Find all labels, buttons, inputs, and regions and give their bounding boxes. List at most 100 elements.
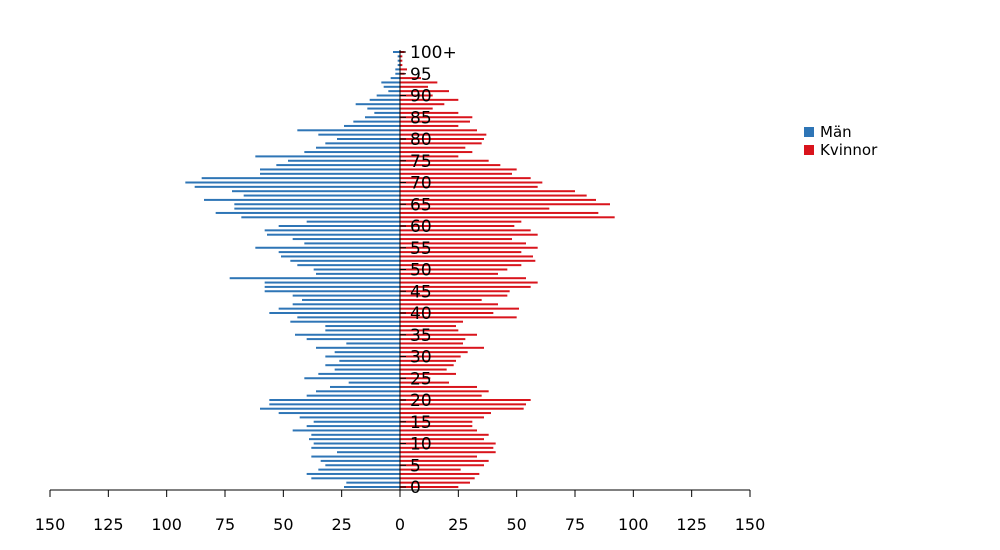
age-label-65: 65 (410, 195, 432, 215)
bar-men-age-24 (348, 381, 400, 384)
x-tick-label-7: 25 (448, 515, 468, 534)
bar-men-age-40 (269, 312, 400, 314)
x-tick-label-5: 25 (331, 515, 351, 534)
legend-swatch-women (804, 145, 814, 155)
bar-women-age-87 (400, 107, 433, 110)
bar-men-age-91 (388, 90, 400, 93)
bar-men-age-19 (269, 403, 400, 406)
bar-women-age-3 (400, 472, 480, 475)
bar-men-age-18 (260, 407, 400, 410)
bar-women-age-32 (400, 346, 484, 349)
bar-women-age-73 (400, 168, 517, 171)
bar-men-age-7 (311, 455, 400, 458)
x-tick-label-2: 100 (151, 515, 182, 534)
bar-men-age-96 (395, 68, 400, 71)
bar-men-age-54 (278, 251, 400, 254)
bar-men-age-20 (269, 399, 400, 401)
age-label-30: 30 (410, 348, 432, 368)
bar-women-age-31 (400, 351, 468, 354)
bar-men-age-60 (278, 225, 400, 227)
bar-men-age-94 (390, 77, 400, 80)
bar-women-age-93 (400, 81, 438, 84)
bar-men-age-82 (297, 129, 400, 132)
bar-men-age-74 (276, 164, 400, 167)
bar-men-age-37 (325, 325, 400, 328)
age-label-0: 0 (410, 478, 421, 498)
bar-women-age-94 (400, 77, 421, 80)
bar-women-age-39 (400, 316, 517, 319)
bar-women-age-1 (400, 481, 470, 484)
bar-women-age-13 (400, 429, 477, 432)
age-label-80: 80 (410, 130, 432, 150)
bar-men-age-69 (194, 185, 400, 188)
bar-women-age-57 (400, 238, 512, 241)
x-tick-label-11: 125 (676, 515, 707, 534)
age-label-20: 20 (410, 391, 432, 411)
bar-women-age-49 (400, 272, 498, 275)
bar-men-age-57 (292, 238, 400, 241)
bar-women-age-14 (400, 425, 473, 428)
bar-women-age-96 (400, 68, 407, 71)
x-axis: 150 125 100 75 50 25 0 25 50 75 100 125 150 (35, 489, 766, 534)
bar-men-age-11 (309, 438, 400, 441)
bar-women-age-55 (400, 246, 538, 249)
bar-women-age-28 (400, 364, 454, 367)
bar-women-age-10 (400, 442, 496, 445)
bar-men-age-43 (302, 298, 400, 301)
bar-men-age-72 (260, 172, 400, 175)
bar-men-age-39 (297, 316, 400, 319)
bar-women-age-68 (400, 190, 575, 193)
bar-men-age-78 (316, 146, 400, 149)
bar-men-age-53 (281, 255, 400, 258)
bar-men-age-56 (304, 242, 400, 245)
bar-men-age-77 (304, 151, 400, 154)
bar-women-age-11 (400, 438, 484, 441)
bar-women-age-50 (400, 268, 508, 271)
bar-men-age-36 (325, 329, 400, 332)
bar-women-age-0 (400, 486, 459, 488)
bar-men-age-64 (234, 207, 400, 210)
bar-men-age-65 (234, 203, 400, 206)
x-tick-label-12: 150 (735, 515, 766, 534)
bar-women-age-60 (400, 225, 515, 227)
bar-men-age-90 (376, 94, 400, 97)
bar-women-age-56 (400, 242, 526, 245)
age-label-70: 70 (410, 174, 432, 194)
bar-men-age-21 (306, 394, 400, 397)
age-label-25: 25 (410, 369, 432, 389)
bar-men-age-76 (255, 155, 400, 158)
bar-women-age-65 (400, 203, 610, 206)
x-tick-label-0: 150 (35, 515, 66, 534)
bar-women-age-22 (400, 390, 489, 393)
bar-women-age-72 (400, 172, 512, 175)
bar-men-age-12 (311, 433, 400, 436)
bar-men-age-34 (306, 338, 400, 341)
bar-women-age-58 (400, 233, 538, 236)
bar-women-age-75 (400, 159, 489, 162)
age-label-5: 5 (410, 456, 421, 476)
bar-men-age-0 (344, 486, 400, 488)
bar-women-age-69 (400, 185, 538, 188)
bar-women-age-45 (400, 290, 510, 293)
bar-men-age-55 (255, 246, 400, 249)
age-label-85: 85 (410, 108, 432, 128)
bar-men-age-81 (318, 133, 400, 136)
bar-men-age-15 (313, 420, 400, 423)
bar-women-age-23 (400, 385, 477, 388)
bar-men-age-32 (316, 346, 400, 349)
bar-men-age-4 (318, 468, 400, 471)
bar-women-age-71 (400, 177, 531, 180)
bar-men-age-5 (325, 464, 400, 467)
bar-women-age-42 (400, 303, 498, 306)
age-label-40: 40 (410, 304, 432, 324)
bar-men-age-8 (337, 451, 400, 454)
x-tick-label-3: 75 (215, 515, 235, 534)
bar-men-age-22 (316, 390, 400, 393)
bar-women-age-98 (400, 59, 403, 62)
bar-women-age-25 (400, 377, 431, 380)
bar-women-age-29 (400, 359, 456, 362)
bar-women-age-90 (400, 94, 433, 97)
bar-women-age-4 (400, 468, 461, 471)
age-label-45: 45 (410, 282, 432, 302)
bar-men-age-79 (325, 142, 400, 145)
